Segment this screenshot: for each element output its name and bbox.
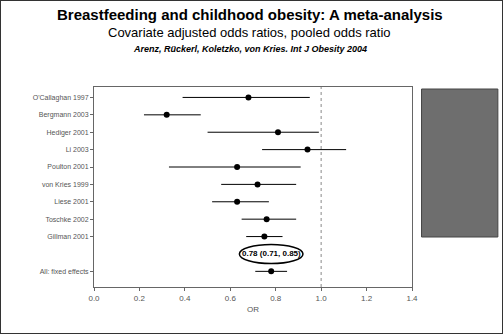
svg-text:0.4: 0.4	[179, 294, 191, 303]
svg-text:von Kries 1999: von Kries 1999	[42, 181, 89, 188]
svg-text:0.78 (0.71, 0.85): 0.78 (0.71, 0.85)	[242, 249, 301, 258]
svg-text:1.2: 1.2	[361, 294, 373, 303]
svg-text:Poulton 2001: Poulton 2001	[47, 163, 88, 170]
svg-text:Breastfeeding and childhood ob: Breastfeeding and childhood obesity: A m…	[57, 6, 443, 23]
svg-text:O'Callaghan 1997: O'Callaghan 1997	[33, 94, 89, 102]
svg-text:OR: OR	[247, 305, 259, 314]
svg-text:0.6: 0.6	[225, 294, 237, 303]
svg-text:1.4: 1.4	[406, 294, 418, 303]
svg-text:Covariate adjusted odds ratios: Covariate adjusted odds ratios, pooled o…	[108, 25, 391, 40]
svg-text:Toschke 2002: Toschke 2002	[45, 216, 88, 223]
svg-text:Li 2003: Li 2003	[66, 146, 89, 153]
svg-text:1.0: 1.0	[316, 294, 328, 303]
svg-text:0.8: 0.8	[270, 294, 282, 303]
svg-text:0.0: 0.0	[88, 294, 100, 303]
svg-text:Hediger 2001: Hediger 2001	[47, 129, 89, 137]
svg-text:Gillman 2001: Gillman 2001	[47, 233, 88, 240]
svg-text:All: fixed effects: All: fixed effects	[40, 268, 89, 275]
svg-text:0.2: 0.2	[134, 294, 146, 303]
svg-text:Arenz, Rückerl, Koletzko, von: Arenz, Rückerl, Koletzko, von Kries. Int…	[133, 44, 367, 54]
svg-text:Liese 2001: Liese 2001	[54, 198, 88, 205]
svg-text:Bergmann 2003: Bergmann 2003	[39, 111, 89, 119]
